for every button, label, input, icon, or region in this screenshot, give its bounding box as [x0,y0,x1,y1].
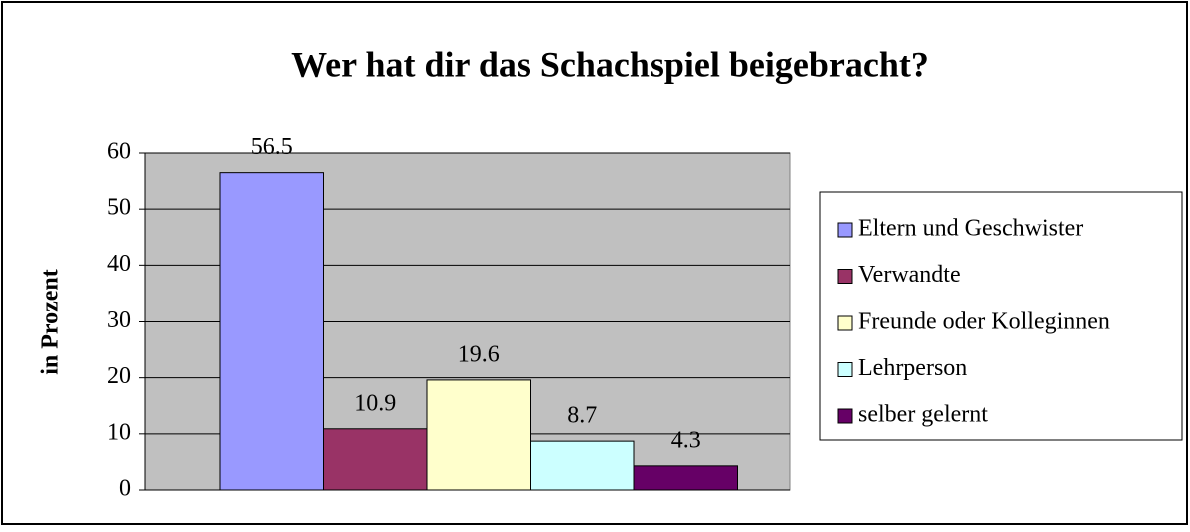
legend-swatch [837,362,853,377]
legend-swatch [837,222,853,238]
value-label: 10.9 [354,390,396,416]
y-tick-label: 10 [107,419,131,445]
legend-swatch [837,408,853,424]
y-axis-label: in Prozent [38,269,64,375]
legend-label: Verwandte [858,262,961,288]
legend-swatch [837,315,853,331]
value-label: 4.3 [671,427,701,453]
legend-label: Freunde oder Kolleginnen [858,309,1110,335]
legend-label: Eltern und Geschwister [858,216,1083,242]
bar [219,172,324,491]
value-label: 56.5 [251,134,293,160]
y-tick-label: 40 [107,251,131,277]
legend-swatch [837,269,853,284]
legend [819,191,1183,441]
y-tick-label: 50 [107,195,131,221]
y-tick-label: 60 [107,139,131,165]
y-tick-label: 30 [107,307,131,333]
value-label: 19.6 [458,341,500,367]
y-tick-label: 0 [119,476,131,502]
bar [633,465,738,491]
bar [323,428,428,491]
bar [530,440,635,491]
value-label: 8.7 [567,403,597,429]
bar [426,379,531,491]
legend-label: Lehrperson [858,355,967,381]
legend-label: selber gelernt [858,402,988,428]
chart-title: Wer hat dir das Schachspiel beigebracht? [291,44,929,84]
y-tick-label: 20 [107,363,131,389]
